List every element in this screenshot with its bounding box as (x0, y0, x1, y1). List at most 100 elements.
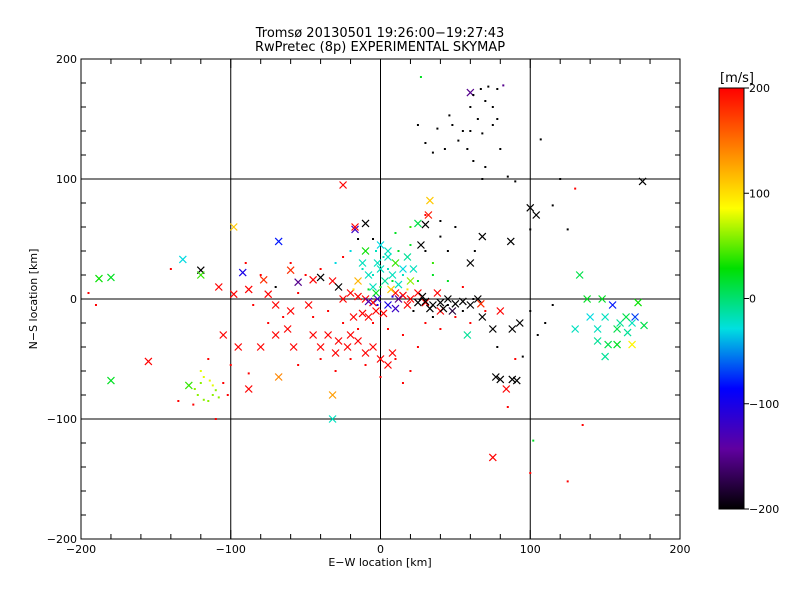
data-point-cross (334, 283, 343, 291)
data-point-cross (439, 304, 448, 313)
data-point-dot (334, 370, 337, 372)
data-point-dot (199, 382, 202, 384)
data-point-dot (342, 256, 345, 258)
data-point-dot (367, 288, 370, 291)
data-point-dot (409, 244, 412, 246)
data-point-dot (446, 250, 449, 252)
data-point-cross (354, 337, 362, 345)
data-point-dot (169, 268, 172, 270)
data-point-cross (376, 265, 385, 273)
data-point-cross (613, 340, 622, 349)
data-point-dot (394, 358, 397, 360)
data-point-dot (469, 130, 472, 132)
data-point-cross (628, 319, 637, 327)
data-point-cross (214, 283, 223, 291)
y-tick-label: −200 (47, 533, 77, 546)
data-point-cross (414, 219, 422, 228)
data-point-dot (496, 88, 499, 90)
data-point-cross (478, 313, 487, 321)
data-point-cross (448, 307, 457, 315)
data-point-dot (551, 204, 554, 207)
data-point-dot (327, 310, 330, 312)
data-point-cross (372, 289, 380, 297)
data-point-dot (469, 106, 472, 108)
data-point-cross (478, 232, 487, 241)
data-point-dot (394, 232, 397, 234)
data-point-dot (202, 376, 205, 378)
data-point-cross (264, 290, 273, 299)
data-point-cross (515, 319, 524, 327)
data-point-dot (431, 262, 434, 264)
data-point-dot (461, 286, 464, 288)
x-tick-label: 0 (377, 543, 384, 556)
y-axis-label: N−S location [km] (27, 249, 40, 350)
data-point-dot (443, 148, 446, 150)
data-point-dot (439, 235, 442, 238)
data-point-dot (214, 418, 217, 420)
data-point-dot (409, 370, 412, 372)
data-point-dot (207, 400, 210, 402)
data-point-dot (424, 322, 427, 324)
data-point-dot (376, 304, 379, 306)
data-point-dot (484, 100, 487, 102)
data-point-dot (177, 400, 180, 402)
data-point-dot (559, 178, 562, 180)
data-point-dot (412, 310, 415, 312)
y-tick-label: 200 (56, 53, 77, 66)
data-point-cross (219, 331, 228, 339)
data-point-dot (391, 280, 394, 282)
data-point-cross (256, 343, 265, 351)
data-point-cross (361, 247, 370, 255)
data-point-cross (384, 301, 392, 309)
colorbar-tick-label: 200 (749, 82, 770, 95)
data-point-cross (421, 298, 430, 307)
x-tick-labels: −200 −100 0 100 200 (66, 543, 691, 556)
y-tick-label: 100 (56, 173, 77, 186)
data-point-dot (419, 76, 422, 78)
data-point-cross (376, 241, 385, 249)
data-point-cross (95, 274, 103, 283)
data-point-cross (178, 255, 187, 264)
data-point-dot (391, 295, 394, 298)
data-point-cross (628, 340, 637, 349)
data-point-dot (491, 106, 494, 108)
data-point-dot (202, 398, 205, 401)
data-point-dot (472, 298, 475, 300)
data-point-cross (608, 301, 617, 309)
data-point-dot (196, 394, 199, 396)
data-point-dot (372, 238, 375, 240)
data-point-cross (328, 415, 337, 423)
data-point-cross (466, 259, 475, 267)
data-point-cross (399, 291, 407, 300)
data-point-dot (439, 220, 442, 222)
data-point-cross (443, 295, 452, 303)
data-point-dot (481, 132, 484, 135)
data-point-dot (532, 439, 535, 442)
data-point-dot (466, 148, 469, 150)
data-point-cross (425, 304, 434, 313)
data-point-cross (376, 355, 385, 363)
data-point-dot (496, 118, 499, 120)
data-point-dot (193, 388, 196, 390)
data-point-cross (229, 223, 238, 231)
data-point-cross (387, 285, 395, 294)
colorbar-tick-label: −100 (749, 398, 779, 411)
data-point-cross (436, 298, 445, 307)
data-point-cross (638, 177, 647, 186)
data-point-dot (451, 124, 454, 126)
data-point-cross (466, 301, 475, 309)
data-point-dot (416, 346, 419, 348)
data-point-dot (208, 379, 211, 382)
data-point-cross (364, 313, 373, 321)
data-point-dot (297, 364, 300, 366)
data-point-cross (343, 343, 352, 351)
data-point-dot (247, 372, 250, 375)
data-point-dot (581, 424, 584, 426)
data-point-dot (499, 148, 502, 150)
data-point-cross (384, 361, 392, 369)
data-point-dot (439, 328, 442, 330)
data-point-cross (381, 277, 389, 285)
data-point-dot (529, 310, 532, 312)
x-axis-label: E−W location [km] (328, 556, 431, 569)
data-point-cross (488, 453, 497, 462)
